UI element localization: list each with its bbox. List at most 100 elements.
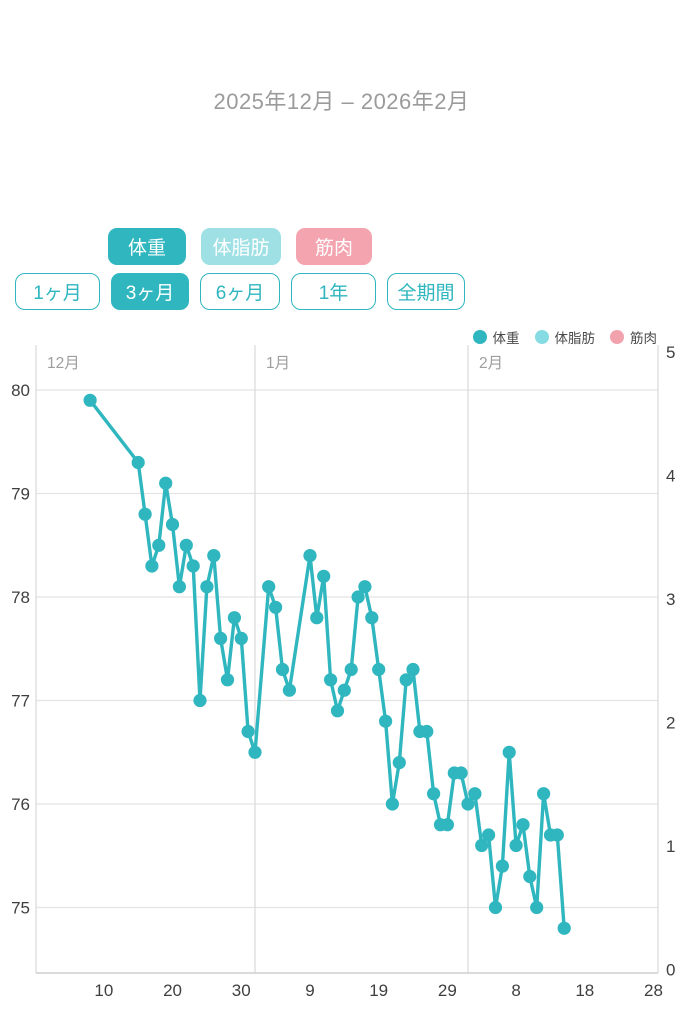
month-label-2: 1月	[266, 355, 290, 372]
data-point[interactable]	[303, 549, 317, 563]
legend-item-bodyfat[interactable]: 体脂肪	[534, 327, 596, 347]
data-point[interactable]	[241, 724, 255, 739]
chart-legend: 体重 体脂肪 筋肉	[472, 326, 657, 348]
data-point[interactable]	[392, 756, 406, 770]
data-point[interactable]	[537, 787, 551, 801]
data-point[interactable]	[344, 662, 358, 677]
x-tick-label-18: 18	[575, 981, 594, 1000]
data-point[interactable]	[530, 900, 544, 915]
x-tick-label-10: 10	[94, 981, 113, 1000]
x-tick-label-20: 20	[163, 981, 182, 1000]
data-point[interactable]	[310, 611, 324, 625]
data-point[interactable]	[152, 538, 166, 552]
data-point[interactable]	[365, 611, 379, 625]
data-point[interactable]	[227, 611, 241, 625]
legend-item-weight-dot	[472, 330, 487, 344]
series-button-muscle[interactable]: 筋肉	[296, 228, 372, 265]
data-point[interactable]	[372, 662, 386, 677]
data-point[interactable]	[379, 714, 393, 728]
data-point[interactable]	[427, 787, 441, 801]
data-point[interactable]	[358, 580, 372, 594]
data-point[interactable]	[557, 921, 571, 935]
data-point[interactable]	[385, 797, 399, 811]
y-left-label-78: 78	[11, 588, 30, 607]
data-point[interactable]	[324, 673, 338, 687]
y-right-label-1: 1	[666, 837, 675, 856]
data-point[interactable]	[351, 590, 365, 604]
y-left-label-80: 80	[11, 381, 30, 400]
legend-item-muscle[interactable]: 筋肉	[610, 327, 657, 347]
data-point[interactable]	[83, 393, 97, 407]
data-point[interactable]	[454, 766, 468, 780]
range-button-3months[interactable]: 3ヶ月	[111, 273, 189, 310]
data-point[interactable]	[159, 476, 173, 490]
y-right-label-3: 3	[666, 590, 675, 609]
x-tick-label-28: 28	[644, 981, 663, 1000]
month-label-1: 12月	[47, 355, 80, 372]
data-point[interactable]	[488, 900, 503, 915]
data-point[interactable]	[502, 745, 516, 759]
range-button-6months[interactable]: 6ヶ月	[200, 273, 280, 310]
data-point[interactable]	[165, 517, 180, 532]
data-point[interactable]	[234, 631, 248, 645]
x-tick-label-29: 29	[438, 981, 457, 1000]
data-point[interactable]	[495, 859, 509, 873]
y-right-label-0: 0	[666, 961, 675, 980]
data-point[interactable]	[248, 745, 262, 759]
data-point[interactable]	[461, 797, 475, 811]
data-point[interactable]	[337, 683, 351, 697]
range-button-row: 1ヶ月 3ヶ月 6ヶ月 1年 全期間	[15, 273, 465, 310]
data-point[interactable]	[399, 673, 413, 687]
y-right-label-4: 4	[666, 467, 675, 486]
data-point[interactable]	[523, 869, 537, 884]
page-title: 2025年12月 – 2026年2月	[213, 89, 470, 114]
data-point[interactable]	[330, 704, 345, 718]
data-point[interactable]	[262, 580, 276, 594]
x-tick-label-19: 19	[369, 981, 388, 1000]
month-label-3: 2月	[479, 355, 503, 372]
data-point[interactable]	[131, 455, 145, 470]
data-point[interactable]	[269, 600, 283, 614]
data-point[interactable]	[440, 818, 454, 832]
legend-item-weight[interactable]: 体重	[472, 327, 520, 347]
legend-item-muscle-label: 筋肉	[630, 331, 657, 346]
series-button-weight[interactable]: 体重	[108, 228, 186, 265]
data-point[interactable]	[179, 538, 193, 552]
y-left-label-79: 79	[11, 485, 30, 504]
data-point[interactable]	[317, 569, 331, 583]
series-button-bodyfat[interactable]: 体脂肪	[201, 228, 281, 265]
data-point[interactable]	[207, 549, 221, 563]
x-tick-label-9: 9	[305, 981, 314, 1000]
data-point[interactable]	[220, 673, 235, 687]
range-button-all[interactable]: 全期間	[387, 273, 465, 310]
y-left-label-77: 77	[11, 692, 30, 711]
y-right-label-2: 2	[666, 714, 675, 733]
legend-item-muscle-dot	[610, 330, 624, 344]
range-button-1year[interactable]: 1年	[291, 273, 376, 310]
legend-item-bodyfat-dot	[534, 330, 549, 344]
data-point[interactable]	[475, 838, 489, 852]
y-right-label-5: 5	[666, 345, 675, 362]
data-point[interactable]	[550, 828, 564, 842]
data-point[interactable]	[145, 559, 159, 573]
legend-item-weight-label: 体重	[492, 331, 520, 346]
data-point[interactable]	[482, 828, 496, 842]
data-point[interactable]	[275, 662, 290, 677]
data-point[interactable]	[193, 693, 207, 708]
data-point[interactable]	[172, 580, 186, 594]
data-point[interactable]	[186, 559, 200, 573]
data-point[interactable]	[200, 580, 214, 594]
legend-item-bodyfat-label: 体脂肪	[554, 331, 596, 346]
data-point[interactable]	[138, 507, 152, 521]
data-point[interactable]	[468, 787, 482, 801]
x-tick-label-8: 8	[511, 981, 520, 1000]
y-left-label-75: 75	[11, 899, 30, 918]
data-point[interactable]	[282, 683, 296, 697]
data-point[interactable]	[509, 838, 523, 852]
data-point[interactable]	[406, 662, 420, 677]
data-point[interactable]	[516, 818, 530, 832]
data-point[interactable]	[214, 631, 228, 645]
data-point[interactable]	[420, 724, 434, 739]
range-button-1month[interactable]: 1ヶ月	[15, 273, 100, 310]
